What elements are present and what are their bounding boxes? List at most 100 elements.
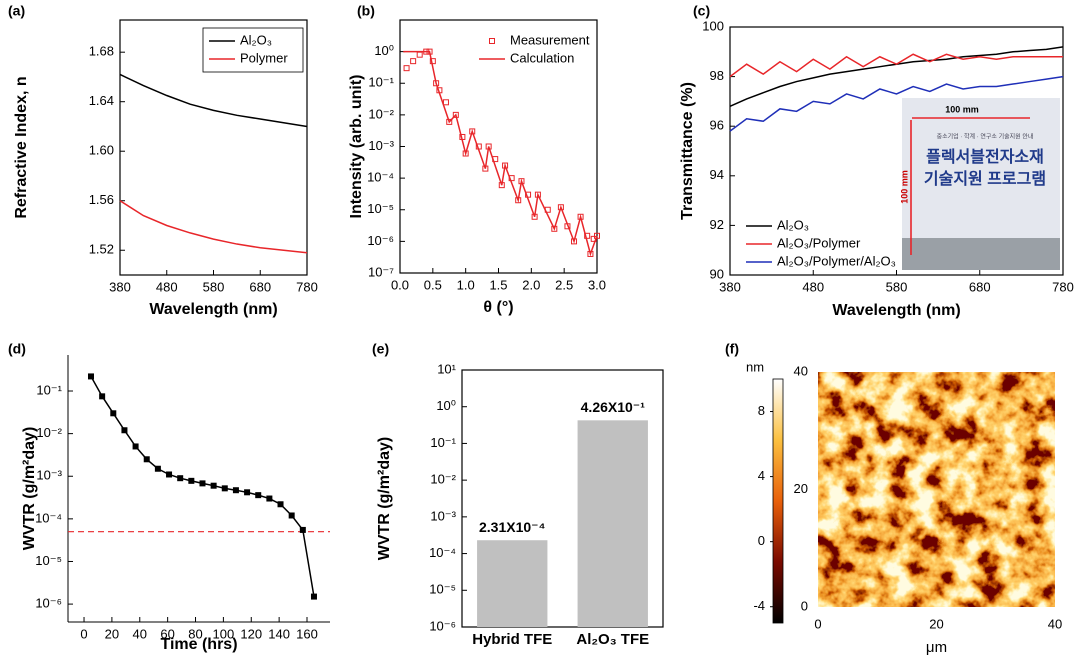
marker: [121, 427, 128, 434]
y-tick-label: 10⁻⁶: [35, 596, 62, 611]
y-tick-label: 10⁻⁴: [429, 545, 456, 560]
y-tick-label: 92: [710, 217, 724, 232]
x-tick-label: 20: [105, 626, 119, 641]
y-axis-label: Refractive Index, n: [13, 76, 30, 218]
y-tick-label: 10⁻⁶: [367, 233, 394, 248]
x-tick-label: 680: [969, 279, 991, 294]
x-tick-label: 1.5: [489, 277, 507, 292]
panel-label: (c): [693, 3, 710, 19]
marker: [244, 489, 251, 496]
legend-box: [202, 27, 304, 73]
series-line: [403, 50, 598, 257]
y-tick-label: 40: [794, 363, 808, 378]
x-tick-label: 80: [188, 626, 202, 641]
colorbar-tick-label: 4: [758, 468, 765, 483]
legend-label: Al₂O₃: [777, 217, 809, 232]
value-label: 2.31X10⁻⁴: [479, 519, 546, 535]
y-tick-label: 10⁻⁴: [367, 170, 394, 185]
x-axis-label: θ (°): [483, 299, 513, 316]
panel-label: (f): [725, 341, 739, 357]
y-tick-label: 10⁻¹: [430, 435, 456, 450]
bar: [577, 420, 648, 627]
marker: [410, 58, 417, 65]
x-tick-label: 380: [109, 279, 131, 294]
x-tick-label: 40: [1048, 616, 1062, 631]
series-line: [119, 73, 308, 128]
colorbar-label: nm: [746, 359, 764, 374]
y-tick-label: 10⁻³: [430, 508, 456, 523]
marker: [132, 443, 139, 450]
y-tick-label: 10⁻⁵: [429, 582, 456, 597]
series-line: [729, 75, 1064, 132]
y-tick-label: 10⁻³: [368, 138, 394, 153]
x-tick-label: 0: [80, 626, 87, 641]
x-tick-label: 480: [156, 279, 178, 294]
legend-label: Measurement: [510, 32, 590, 47]
y-tick-label: 94: [710, 167, 724, 182]
y-axis-label: Transmittance (%): [679, 82, 696, 220]
inset-width-label: 100 mm: [945, 104, 979, 114]
colorbar: [772, 378, 784, 624]
legend-label: Al₂O₃/Polymer/Al₂O₃: [777, 253, 896, 268]
y-tick-label: 10⁻²: [36, 425, 62, 440]
y-tick-label: 1.60: [89, 143, 114, 158]
x-tick-label: 100: [213, 626, 235, 641]
panel-label: (b): [357, 3, 375, 19]
x-tick-label: 3.0: [588, 277, 606, 292]
panel-label: (a): [8, 3, 25, 19]
inset-top-text: 중소기업 · 학계 · 연구소 기술지원 안내: [937, 133, 1034, 141]
marker: [403, 65, 410, 72]
x-tick-label: 680: [249, 279, 271, 294]
y-tick-label: 10⁻²: [368, 106, 394, 121]
marker: [221, 485, 228, 492]
marker: [154, 465, 161, 472]
marker: [310, 593, 317, 600]
x-tick-label: 580: [203, 279, 225, 294]
marker: [277, 501, 284, 508]
marker: [199, 480, 206, 487]
marker: [143, 456, 150, 463]
marker: [110, 410, 117, 417]
x-tick-label: 2.5: [555, 277, 573, 292]
marker: [594, 232, 600, 239]
x-tick-label: 40: [133, 626, 147, 641]
marker: [266, 495, 273, 502]
inset-title-2: 기술지원 프로그램: [924, 169, 1046, 188]
inset-title-1: 플렉서블전자소재: [926, 148, 1044, 166]
x-tick-label: 140: [268, 626, 290, 641]
colorbar-tick-label: -4: [753, 598, 765, 613]
panel-label: (e): [372, 341, 389, 357]
marker: [210, 482, 217, 489]
marker: [177, 475, 184, 482]
inset-ruler: [902, 238, 1060, 270]
y-tick-label: 100: [702, 18, 724, 33]
y-tick-label: 10⁻⁶: [429, 618, 456, 633]
series-line: [119, 200, 308, 254]
y-axis-label: WVTR (g/m²day): [21, 427, 38, 551]
marker: [87, 373, 94, 380]
y-tick-label: 10⁻¹: [368, 75, 394, 90]
legend-label: Polymer: [240, 50, 288, 65]
y-tick-label: 96: [710, 118, 724, 133]
marker: [99, 393, 106, 400]
series-line: [729, 53, 1063, 78]
x-tick-label: 60: [160, 626, 174, 641]
category-label: Al₂O₃ TFE: [576, 631, 649, 648]
x-tick-label: 0: [814, 616, 821, 631]
y-tick-label: 20: [794, 481, 808, 496]
y-tick-label: 10⁻⁵: [35, 553, 62, 568]
x-tick-label: 0.0: [391, 277, 409, 292]
marker: [299, 526, 306, 533]
legend-label: Al₂O₃/Polymer: [777, 235, 861, 250]
x-axis-label: Time (hrs): [160, 636, 237, 653]
x-tick-label: 120: [240, 626, 262, 641]
y-tick-label: 1.56: [89, 192, 114, 207]
panel-label: (d): [8, 341, 26, 357]
afm-image: [818, 372, 1055, 607]
y-tick-label: 1.52: [89, 242, 114, 257]
x-tick-label: 780: [296, 279, 318, 294]
x-axis-label: Wavelength (nm): [149, 301, 277, 318]
y-tick-label: 10⁻⁷: [368, 264, 394, 279]
marker: [584, 232, 591, 239]
